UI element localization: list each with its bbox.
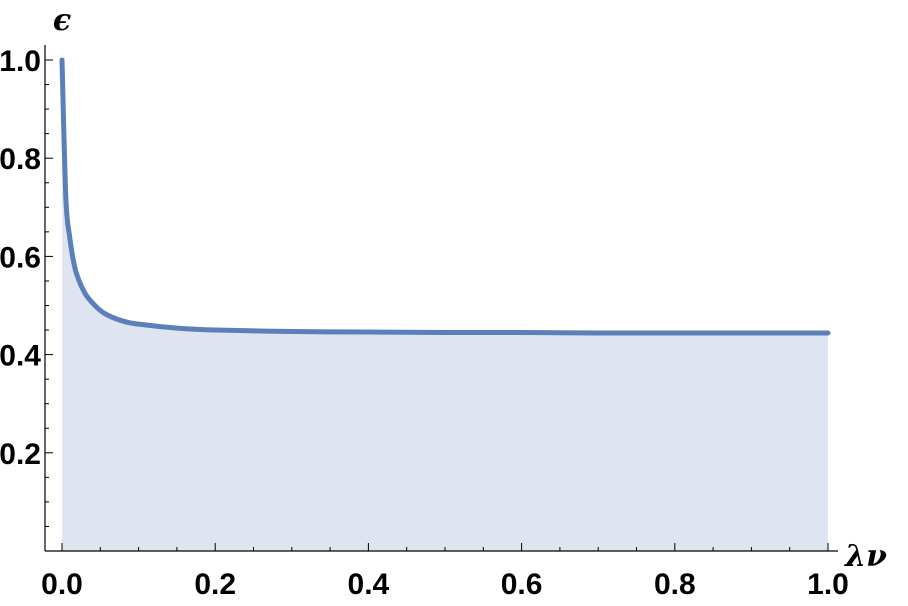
series-line-layer bbox=[59, 57, 831, 336]
y-tick-label: 0.8 bbox=[0, 143, 41, 176]
x-tick-label: 0.0 bbox=[41, 568, 83, 601]
y-axis-label: ϵ bbox=[53, 3, 71, 38]
y-tick-label: 0.4 bbox=[0, 340, 41, 373]
x-tick-label: 0.4 bbox=[348, 568, 390, 601]
tick-labels: 0.0 0.2 0.4 0.6 0.8 1.0 0.2 0.4 0.6 0.8 1.0 bbox=[0, 45, 849, 601]
x-axis-label: λν bbox=[843, 539, 887, 574]
y-tick-label: 0.6 bbox=[0, 241, 41, 274]
x-tick-label: 0.8 bbox=[654, 568, 696, 601]
area-fill bbox=[62, 60, 828, 551]
y-tick-label: 1.0 bbox=[0, 45, 41, 78]
x-tick-label: 1.0 bbox=[807, 568, 849, 601]
y-tick-label: 0.2 bbox=[0, 438, 41, 471]
series-line bbox=[59, 57, 831, 336]
x-tick-label: 0.6 bbox=[501, 568, 543, 601]
ticks bbox=[45, 59, 829, 551]
x-tick-label: 0.2 bbox=[194, 568, 236, 601]
area-fill-layer bbox=[62, 60, 828, 551]
